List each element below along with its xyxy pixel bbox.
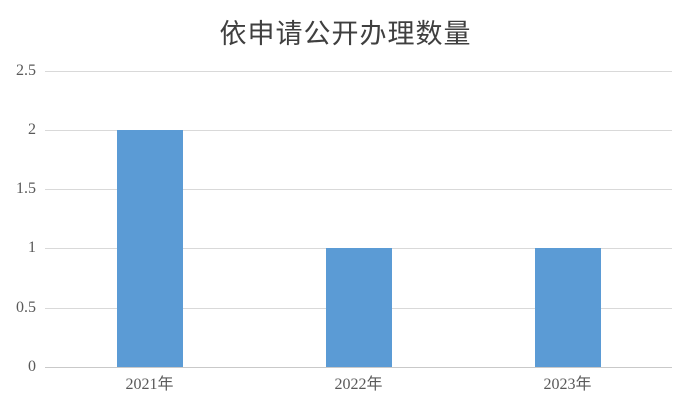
y-tick-label: 0.5 — [16, 298, 36, 316]
bar — [116, 129, 183, 367]
gridline — [45, 129, 672, 131]
y-tick-label: 1.5 — [16, 180, 36, 198]
x-tick-label: 2023年 — [543, 376, 592, 393]
y-tick-label: 2.5 — [16, 61, 36, 79]
y-tick-label: 1 — [28, 239, 36, 257]
gridline — [45, 189, 672, 191]
y-tick-label: 0 — [28, 358, 36, 375]
x-tick-label: 2022年 — [334, 376, 383, 393]
bar — [325, 248, 392, 367]
bar — [534, 248, 601, 367]
y-tick-label: 2 — [28, 120, 36, 138]
gridline — [45, 70, 672, 72]
x-axis-line — [45, 367, 672, 368]
chart-title: 依申请公开办理数量 — [219, 19, 472, 49]
x-tick-label: 2021年 — [125, 376, 174, 393]
